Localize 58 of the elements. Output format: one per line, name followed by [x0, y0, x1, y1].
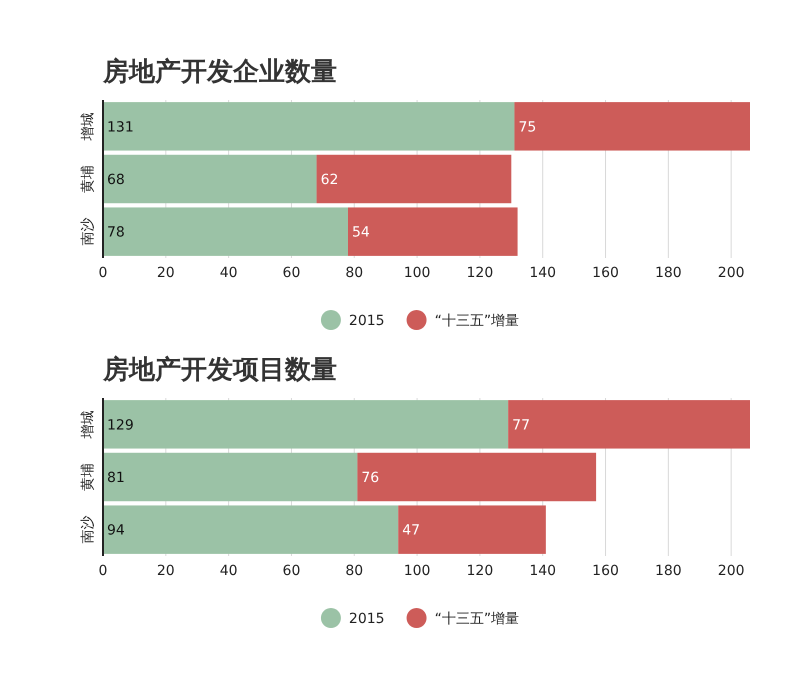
x-tick-label: 40	[220, 563, 238, 579]
x-tick-label: 20	[156, 265, 175, 281]
x-tick-label: 0	[98, 265, 108, 281]
data-label: 76	[361, 470, 380, 486]
data-label: 68	[107, 172, 125, 188]
x-tick-label: 160	[592, 265, 619, 281]
bar	[103, 400, 508, 449]
bar	[103, 154, 317, 204]
data-label: 129	[107, 417, 134, 434]
legend-label: “十三五”增量	[434, 313, 520, 329]
x-tick-label: 80	[345, 265, 364, 281]
bar	[103, 505, 398, 554]
legend-label: 2015	[348, 313, 385, 329]
bar	[514, 102, 750, 151]
x-tick-label: 140	[529, 265, 556, 281]
x-tick-label: 200	[718, 563, 745, 579]
bar	[398, 505, 546, 554]
bar	[316, 154, 512, 204]
data-label: 47	[402, 522, 420, 539]
x-tick-label: 60	[282, 265, 300, 281]
x-tick-label: 140	[529, 563, 556, 579]
x-tick-label: 120	[466, 563, 494, 579]
data-label: 131	[107, 119, 134, 136]
y-tick-label: 黄埔	[80, 165, 96, 193]
x-tick-label: 60	[282, 563, 300, 579]
data-label: 77	[512, 417, 530, 434]
x-tick-label: 40	[220, 265, 238, 281]
x-tick-label: 200	[718, 265, 745, 281]
y-tick-label: 黄埔	[80, 463, 96, 491]
chart-title: 房地产开发项目数量	[102, 355, 337, 385]
data-label: 78	[107, 224, 125, 241]
data-label: 94	[107, 522, 125, 539]
y-tick-label: 南沙	[80, 218, 96, 246]
x-tick-label: 100	[404, 265, 430, 281]
y-tick-label: 增城	[80, 112, 96, 142]
x-tick-label: 120	[466, 265, 494, 281]
data-label: 75	[518, 119, 536, 136]
bar	[103, 207, 348, 256]
data-label: 62	[320, 172, 338, 188]
x-tick-label: 180	[654, 563, 682, 579]
y-tick-label: 南沙	[80, 516, 96, 544]
x-tick-label: 180	[654, 265, 682, 281]
bar	[103, 102, 514, 151]
bar	[348, 207, 518, 256]
bar	[357, 452, 596, 502]
chart-title: 房地产开发企业数量	[102, 57, 337, 87]
x-tick-label: 100	[404, 563, 430, 579]
x-tick-label: 20	[156, 563, 175, 579]
y-tick-label: 增城	[80, 410, 96, 440]
x-tick-label: 0	[98, 563, 108, 579]
x-tick-label: 80	[345, 563, 364, 579]
legend-label: “十三五”增量	[434, 611, 520, 627]
data-label: 54	[352, 224, 370, 241]
legend-label: 2015	[348, 611, 385, 627]
data-label: 81	[107, 470, 125, 486]
bar	[508, 400, 750, 449]
bar	[103, 452, 358, 502]
x-tick-label: 160	[592, 563, 619, 579]
